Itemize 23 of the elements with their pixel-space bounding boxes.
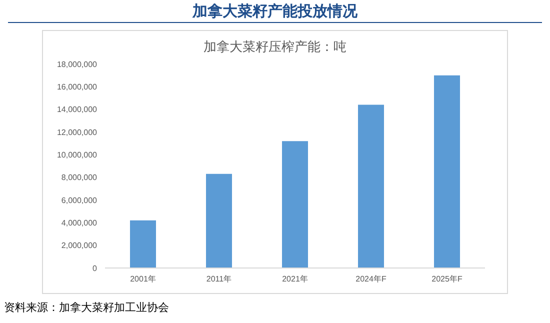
x-tick-label: 2021年	[282, 274, 308, 284]
y-tick-label: 12,000,000	[56, 128, 98, 137]
x-tick-label: 2025年F	[432, 274, 462, 284]
x-tick-label: 2011年	[206, 274, 232, 284]
chart-subtitle: 加拿大菜籽压榨产能：吨	[202, 38, 348, 56]
text: 资料来源：加拿大菜籽加工业协会	[4, 301, 169, 315]
chart-title: 加拿大菜籽产能投放情况	[191, 2, 358, 22]
y-tick-label: 2,000,000	[61, 241, 98, 250]
bar	[434, 75, 460, 268]
y-tick-label: 18,000,000	[56, 60, 98, 69]
bar	[130, 220, 156, 268]
bar	[358, 104, 384, 268]
y-tick-label: 0	[92, 264, 98, 273]
x-tick-label: 2024年F	[356, 274, 386, 284]
x-tick-label: 2001年	[130, 274, 156, 284]
y-tick-label: 4,000,000	[61, 218, 98, 228]
y-tick-label: 16,000,000	[56, 82, 98, 92]
y-tick-label: 14,000,000	[56, 105, 98, 114]
y-tick-label: 10,000,000	[56, 150, 98, 160]
bar	[282, 141, 308, 268]
bar	[206, 174, 232, 268]
y-tick-label: 6,000,000	[61, 196, 98, 205]
y-tick-label: 8,000,000	[61, 173, 98, 182]
